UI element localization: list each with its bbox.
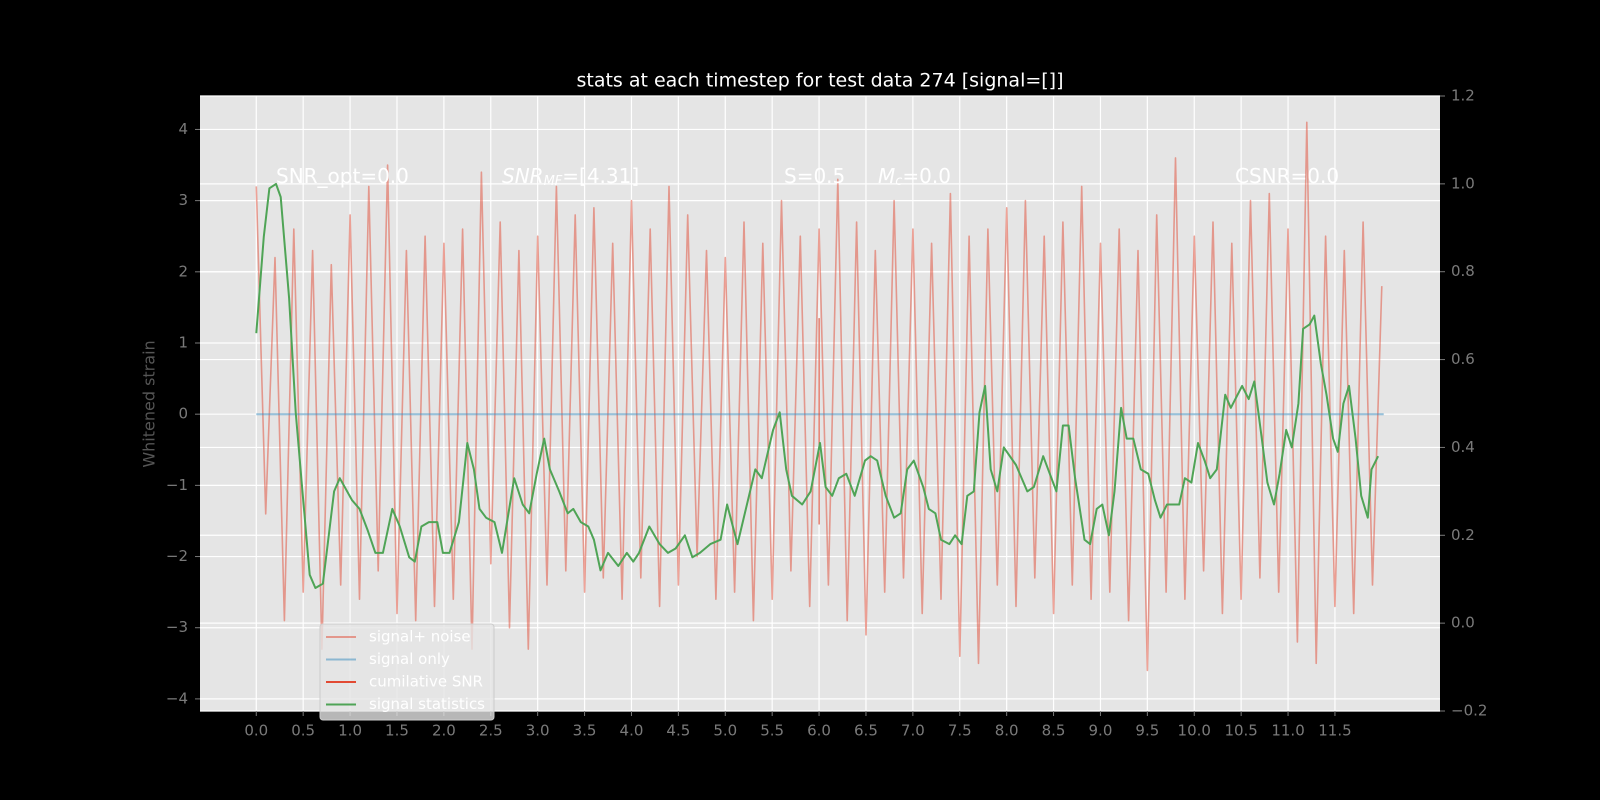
series-line [255,121,1383,672]
annotation-text: CSNR=0.0 [1235,164,1339,188]
x-tick-label: 4.5 [666,722,690,740]
x-tick-label: 1.5 [385,722,409,740]
x-tick-label: 10.5 [1224,722,1257,740]
legend-label: signal+ noise [369,628,471,646]
annotation-sub: c [895,174,902,189]
x-tick-label: 2.5 [479,722,503,740]
x-tick-label: 4.0 [620,722,644,740]
x-tick-label: 0.0 [244,722,268,740]
annotation-sub: MF [544,174,563,189]
x-tick-label: 0.5 [291,722,315,740]
x-tick-label: 7.0 [901,722,925,740]
y-tick-label: 1 [178,333,188,351]
legend-label: signal only [369,650,450,668]
legend-box [319,623,495,721]
y2-tick-label: 0.2 [1451,526,1475,544]
x-tick-label: 2.0 [432,722,456,740]
annotation-main: SNR [502,164,544,188]
y-tick-label: −3 [166,618,188,636]
y2-tick-label: 0.6 [1451,350,1475,368]
y2-tick-label: 1.0 [1451,174,1475,192]
y-tick-label: −4 [166,689,188,707]
annotation: S=0.5 [784,164,845,188]
chart-title: stats at each timestep for test data 274… [576,70,1063,92]
y-tick-label: 3 [178,191,188,209]
y2-tick-label: −0.2 [1451,702,1487,720]
annotation-tail: =[4.31] [562,164,639,188]
y-axis-label: Whitened strain [140,340,159,467]
annotation: SNR_opt=0.0 [276,164,409,188]
y2-tick-label: 1.2 [1451,87,1475,105]
x-tick-label: 11.0 [1271,722,1304,740]
y-tick-label: −2 [166,547,188,565]
x-tick-label: 1.0 [338,722,362,740]
annotation-text: SNR_opt=0.0 [276,164,409,188]
annotation-text: S=0.5 [784,164,845,188]
x-tick-label: 6.5 [854,722,878,740]
y-tick-label: 4 [178,120,188,138]
annotation: CSNR=0.0 [1235,164,1339,188]
annotation: SNRMF=[4.31] [502,164,639,189]
x-tick-label: 8.5 [1042,722,1066,740]
y-tick-label: 0 [178,405,188,423]
annotation: Mc=0.0 [878,164,951,189]
x-tick-label: 6.0 [807,722,831,740]
x-tick-label: 8.0 [995,722,1019,740]
y2-tick-label: 0.4 [1451,438,1475,456]
y-tick-label: 2 [178,262,188,280]
annotation-main: M [878,164,895,188]
series-line [255,182,1379,589]
x-tick-label: 5.0 [713,722,737,740]
x-tick-label: 5.5 [760,722,784,740]
legend-label: signal statistics [369,695,485,713]
plot-background [200,96,1440,711]
x-tick-label: 7.5 [948,722,972,740]
x-tick-label: 9.0 [1089,722,1113,740]
x-tick-label: 3.5 [573,722,597,740]
legend-label: cumilative SNR [369,673,483,691]
annotation-tail: =0.0 [902,164,951,188]
x-tick-label: 3.0 [526,722,550,740]
y2-tick-label: 0.0 [1451,614,1475,632]
x-tick-label: 9.5 [1135,722,1159,740]
y2-tick-label: 0.8 [1451,262,1475,280]
x-tick-label: 10.0 [1178,722,1211,740]
y-tick-label: −1 [166,476,188,494]
x-tick-label: 11.5 [1318,722,1351,740]
